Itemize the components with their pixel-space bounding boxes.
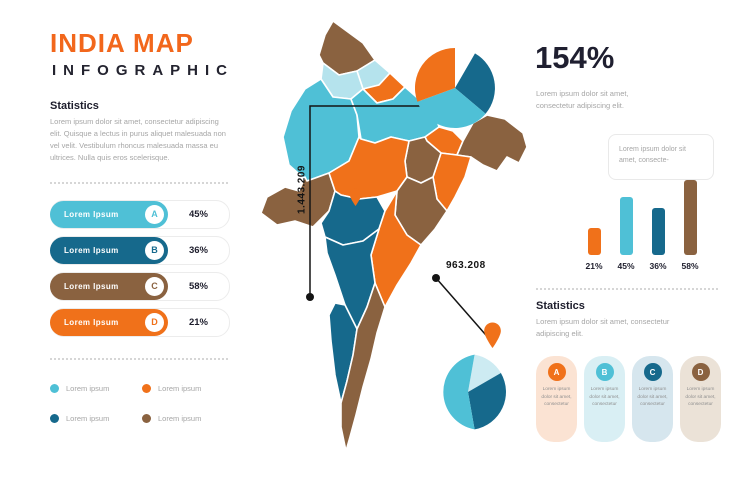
- stat-pill-label: Lorem Ipsum: [64, 317, 119, 327]
- legend-label: Lorem ipsum: [158, 384, 202, 393]
- bar-d: [683, 179, 697, 255]
- divider-dotted: [50, 182, 228, 184]
- stat-pill-letter-badge: A: [145, 204, 164, 224]
- bar-label: 45%: [617, 261, 635, 271]
- category-badge: D: [691, 363, 710, 381]
- pie-chart-top: [415, 48, 495, 128]
- left-statistics-text: Lorem ipsum dolor sit amet, consectetur …: [50, 117, 226, 162]
- category-card-text: Lorem ipsum dolor sit amet, consectetur: [685, 387, 716, 408]
- category-card-d: D Lorem ipsum dolor sit amet, consectetu…: [680, 356, 721, 442]
- legend-item: Lorem ipsum: [142, 384, 234, 393]
- info-card: Lorem ipsum dolor sit amet, consecte-: [608, 134, 714, 180]
- legend-dot-orange: [142, 384, 151, 393]
- stat-pill-a: Lorem Ipsum A 45%: [50, 200, 230, 229]
- bar-a: [587, 227, 601, 255]
- page-subtitle: INFOGRAPHIC: [52, 62, 234, 79]
- legend-dot-brown: [142, 414, 151, 423]
- stat-pill-value: 36%: [188, 245, 208, 256]
- bar-label: 21%: [585, 261, 603, 271]
- location-pin-icon: [349, 188, 362, 206]
- bar-label: 58%: [681, 261, 699, 271]
- big-stat-value: 154%: [535, 40, 615, 75]
- stat-pill-c: Lorem Ipsum C 58%: [50, 272, 230, 301]
- category-badge: A: [547, 363, 566, 381]
- location-pin-icon: [484, 322, 501, 348]
- category-card-text: Lorem ipsum dolor sit amet, consectetur: [589, 387, 620, 408]
- map-legend: Lorem ipsum Lorem ipsum Lorem ipsum Lore…: [50, 384, 240, 423]
- stat-pill-label: Lorem Ipsum: [64, 281, 119, 291]
- stat-pill-label: Lorem Ipsum: [64, 245, 119, 255]
- stat-pill-letter-badge: B: [145, 240, 164, 260]
- stat-pill-label: Lorem Ipsum: [64, 209, 119, 219]
- info-card-text: Lorem ipsum dolor sit amet, consecte-: [619, 146, 686, 165]
- category-cards: A Lorem ipsum dolor sit amet, consectetu…: [536, 356, 721, 442]
- stat-pill-bar: Lorem Ipsum A: [50, 200, 168, 228]
- stat-pill-bar: Lorem Ipsum C: [50, 272, 168, 300]
- bar-label: 36%: [649, 261, 667, 271]
- divider-dotted: [50, 358, 228, 360]
- category-card-text: Lorem ipsum dolor sit amet, consectetur: [541, 387, 572, 408]
- category-badge: C: [643, 363, 662, 381]
- stat-pill-letter-badge: C: [145, 276, 164, 296]
- category-badge: B: [595, 363, 614, 381]
- page-title: INDIA MAP: [50, 28, 194, 58]
- legend-item: Lorem ipsum: [142, 414, 234, 423]
- bar-chart: [578, 175, 706, 255]
- stat-pill-value: 58%: [188, 281, 208, 292]
- left-statistics-heading: Statistics: [50, 100, 99, 112]
- legend-item: Lorem ipsum: [50, 414, 142, 423]
- category-card-a: A Lorem ipsum dolor sit amet, consectetu…: [536, 356, 577, 442]
- category-card-b: B Lorem ipsum dolor sit amet, consectetu…: [584, 356, 625, 442]
- legend-dot-darkblue: [50, 414, 59, 423]
- big-stat-text: Lorem ipsum dolor sit amet, consectetur …: [536, 89, 629, 110]
- stat-pill-value: 45%: [188, 209, 208, 220]
- stat-pill-letter-badge: D: [145, 312, 164, 332]
- legend-label: Lorem ipsum: [66, 414, 110, 423]
- legend-label: Lorem ipsum: [158, 414, 202, 423]
- category-card-c: C Lorem ipsum dolor sit amet, consectetu…: [632, 356, 673, 442]
- callout-value-vertical: 1.443.209: [296, 165, 308, 214]
- right-statistics-heading: Statistics: [536, 300, 585, 312]
- stat-pill-bar: Lorem Ipsum D: [50, 308, 168, 336]
- pie-chart-bottom: [443, 354, 506, 430]
- divider-dotted: [536, 288, 718, 290]
- legend-label: Lorem ipsum: [66, 384, 110, 393]
- bar-c: [651, 208, 665, 255]
- stat-pill-value: 21%: [188, 317, 208, 328]
- map-region: [340, 282, 386, 452]
- stat-pill-bar: Lorem Ipsum B: [50, 236, 168, 264]
- right-statistics-text: Lorem ipsum dolor sit amet, consectetur …: [536, 317, 670, 338]
- stat-pill-d: Lorem Ipsum D 21%: [50, 308, 230, 337]
- legend-dot-cyan: [50, 384, 59, 393]
- bar-chart-labels: 21% 45% 36% 58%: [578, 261, 706, 271]
- bar-b: [619, 196, 633, 255]
- category-card-text: Lorem ipsum dolor sit amet, consectetur: [637, 387, 668, 408]
- legend-item: Lorem ipsum: [50, 384, 142, 393]
- stat-pill-b: Lorem Ipsum B 36%: [50, 236, 230, 265]
- callout-value: 963.208: [446, 260, 486, 271]
